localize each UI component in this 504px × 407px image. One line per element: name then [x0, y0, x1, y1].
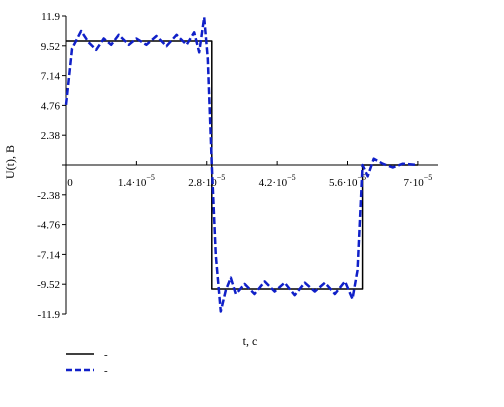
y-axis-ticks: 11.9 9.52 7.14 4.76 2.38 -2.38 -4.76 -7.14 -9.52… — [37, 11, 66, 321]
y-axis-label: U(t), B — [3, 145, 17, 179]
x-axis-ticks: 0 1.4·10−5 2.8·10−5 4.2·10−5 5.6·10−5 7·10−5 — [67, 161, 432, 189]
legend: -- — [66, 349, 108, 377]
x-tick-label: 7·10−5 — [404, 173, 433, 189]
x-axis-label: t, c — [243, 334, 258, 348]
x-tick-label: 1.4·10−5 — [118, 173, 155, 189]
y-tick-label: 2.38 — [41, 130, 61, 142]
x-tick-label: 5.6·10−5 — [329, 173, 366, 189]
y-tick-label: -11.9 — [37, 309, 60, 321]
y-tick-label: -7.14 — [37, 249, 60, 261]
series-lines — [64, 16, 419, 313]
legend-label: - — [104, 365, 108, 377]
legend-label: - — [104, 349, 108, 361]
y-tick-label: 11.9 — [41, 11, 60, 23]
x-tick-label: 0 — [67, 177, 73, 189]
y-tick-label: -4.76 — [37, 220, 60, 232]
y-tick-label: 9.52 — [41, 41, 60, 53]
y-tick-label: -9.52 — [37, 279, 60, 291]
x-tick-label: 2.8·10−5 — [188, 173, 225, 189]
y-tick-label: 4.76 — [41, 100, 61, 112]
series-line-2 — [64, 16, 419, 313]
y-tick-label: 7.14 — [41, 71, 61, 83]
y-tick-label: -2.38 — [37, 190, 60, 202]
x-tick-label: 4.2·10−5 — [259, 173, 296, 189]
